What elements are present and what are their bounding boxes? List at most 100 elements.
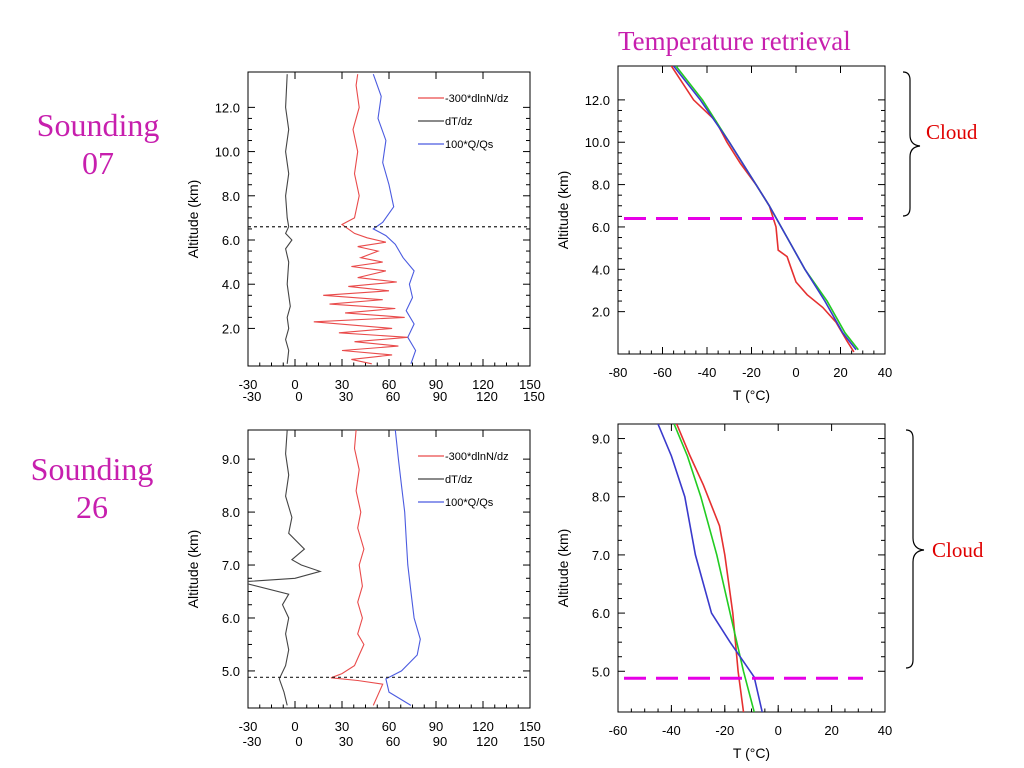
s26_profiles-xtick-label: -30 [239,719,258,734]
s07_profiles-ylabel: Altitude (km) [185,180,201,259]
s26_profiles-xtick-label-dup: -30 [243,734,262,749]
s26_profiles-series-1 [248,430,322,706]
s07_profiles-ytick-label: 2.0 [222,321,240,336]
s07_temperature-ytick-label: 2.0 [592,305,610,320]
s07_profiles-legend-label: 100*Q/Qs [445,139,494,151]
s07_profiles-legend-label: dT/dz [445,116,473,128]
s07_profiles-xtick-label: 120 [472,377,494,392]
s26_temperature-xtick-label: 0 [775,723,782,738]
s07_profiles-xtick-label: 90 [429,377,443,392]
s07_profiles-ytick-label: 8.0 [222,189,240,204]
s07_temperature-xtick-label: -40 [698,365,717,380]
s07_profiles-xtick-label: 0 [291,377,298,392]
s26_profiles-xtick-label: 90 [429,719,443,734]
sounding-07-label: Sounding 07 [30,106,166,182]
s07_profiles-xtick-label: -30 [239,377,258,392]
s07_temperature-frame [617,65,886,355]
s07_temperature-xtick-label: 20 [833,365,847,380]
s26_profiles-xtick-label: 0 [291,719,298,734]
s07_profiles-ytick-label: 10.0 [215,145,240,160]
s07_temperature-xtick-label: 40 [878,365,892,380]
s26_temperature-series-1 [673,424,755,712]
s07_profiles-xtick-label-dup: 90 [433,389,447,404]
sounding-26-number: 26 [76,489,108,525]
s07_temperature-xtick-label: -20 [742,365,761,380]
s07_profiles-frame [247,71,531,367]
s26_profiles-chart: 5.0 6.0 7.0 8.0 9.0 -30 0 30 60 90 120 150 -30 0 30 60 9… [185,429,545,749]
s07_profiles-xtick-label-dup: 60 [386,389,400,404]
s26_temperature-ytick-label: 6.0 [592,606,610,621]
s26_temperature-ylabel: Altitude (km) [555,529,571,608]
s26_temperature-xtick-label: -60 [609,723,628,738]
sounding-07-number: 07 [82,145,114,181]
s26_profiles-ytick-label: 8.0 [222,505,240,520]
s07_temperature-xlabel: T (°C) [733,387,770,403]
s26_profiles-legend-label: -300*dlnN/dz [445,451,509,463]
sounding-07-word: Sounding [36,107,160,143]
s26_temperature-ytick-label: 9.0 [592,432,610,447]
s07_profiles-ytick-label: 12.0 [215,100,240,115]
s07_profiles-chart: 2.04.06.08.010.012.0-30 0 30 60 90 120 150-30 0… [185,71,545,404]
s26_profiles-ytick-label: 7.0 [222,558,240,573]
s26_temperature-xtick-label: -40 [662,723,681,738]
s07_profiles-series-0 [313,74,408,365]
s07_profiles-xtick-label-dup: 0 [295,389,302,404]
cloud-brace-bottom [905,429,925,669]
s07_temperature-xtick-label: -60 [653,365,672,380]
s26_temperature-frame [617,423,886,713]
s07_temperature-ylabel: Altitude (km) [555,171,571,250]
s26_profiles-xtick-label-dup: 60 [386,734,400,749]
s07_profiles-series-1 [284,74,293,364]
s07_profiles-xtick-label: 30 [335,377,349,392]
s26_profiles-ylabel: Altitude (km) [185,530,201,609]
cloud-brace-top [902,71,921,217]
s26_temperature-chart: 5.0 6.0 7.0 8.0 9.0 -60 -40 -20 0 20 40 Altitude (k… [555,423,892,761]
s07_profiles-xtick-label-dup: -30 [243,389,262,404]
s07_temperature-ytick-label: 10.0 [585,135,610,150]
s26_profiles-xtick-label: 30 [335,719,349,734]
s26_profiles-ytick-label: 9.0 [222,452,240,467]
s07_temperature-ytick-label: 12.0 [585,93,610,108]
s26_profiles-xtick-label-dup: 90 [433,734,447,749]
chart-title: Temperature retrieval [618,26,851,56]
sounding-26-label: Sounding 26 [24,450,160,526]
s07_profiles-ytick-label: 6.0 [222,233,240,248]
cloud-label-top: Cloud [926,120,978,144]
s26_temperature-ytick-label: 7.0 [592,548,610,563]
s26_profiles-xtick-label-dup: 30 [339,734,353,749]
s07_profiles-xtick-label: 60 [382,377,396,392]
s26_temperature-xtick-label: 40 [878,723,892,738]
s07_temperature-ytick-label: 6.0 [592,220,610,235]
s26_profiles-xtick-label-dup: 150 [523,734,545,749]
s26_profiles-xtick-label: 150 [519,719,541,734]
s26_profiles-frame [247,429,531,709]
s07_temperature-xtick-label: 0 [792,365,799,380]
s07_profiles-xtick-label-dup: 120 [476,389,498,404]
s07_temperature-series-2 [672,66,857,351]
s07_profiles-ytick-label: 4.0 [222,277,240,292]
s26_profiles-series-0 [330,430,384,706]
s26_profiles-ytick-label: 5.0 [222,664,240,679]
s26_profiles-xtick-label: 120 [472,719,494,734]
s26_profiles-legend-label: 100*Q/Qs [445,497,494,509]
s26_profiles-legend-label: dT/dz [445,474,473,486]
s26_temperature-ytick-label: 8.0 [592,490,610,505]
s07_profiles-xtick-label-dup: 30 [339,389,353,404]
s26_temperature-xtick-label: 20 [824,723,838,738]
s26_profiles-series-2 [385,430,421,706]
s26_temperature-xtick-label: -20 [715,723,734,738]
s07_profiles-series-2 [372,74,417,364]
s07_temperature-chart: 2.0 4.0 6.0 8.0 10.0 12.0 -80 -60 -40 -20 0 20 40 Alt… [555,65,892,403]
s26_profiles-xtick-label-dup: 0 [295,734,302,749]
s07_temperature-ytick-label: 8.0 [592,178,610,193]
s26_temperature-series-0 [675,424,745,712]
s07_profiles-legend-label: -300*dlnN/dz [445,93,509,105]
cloud-label-bottom: Cloud [932,538,984,562]
s07_profiles-xtick-label-dup: 150 [523,389,545,404]
s26_profiles-xtick-label-dup: 120 [476,734,498,749]
s07_profiles-xtick-label: 150 [519,377,541,392]
s07_temperature-xtick-label: -80 [609,365,628,380]
s07_temperature-ytick-label: 4.0 [592,262,610,277]
s26_profiles-xtick-label: 60 [382,719,396,734]
